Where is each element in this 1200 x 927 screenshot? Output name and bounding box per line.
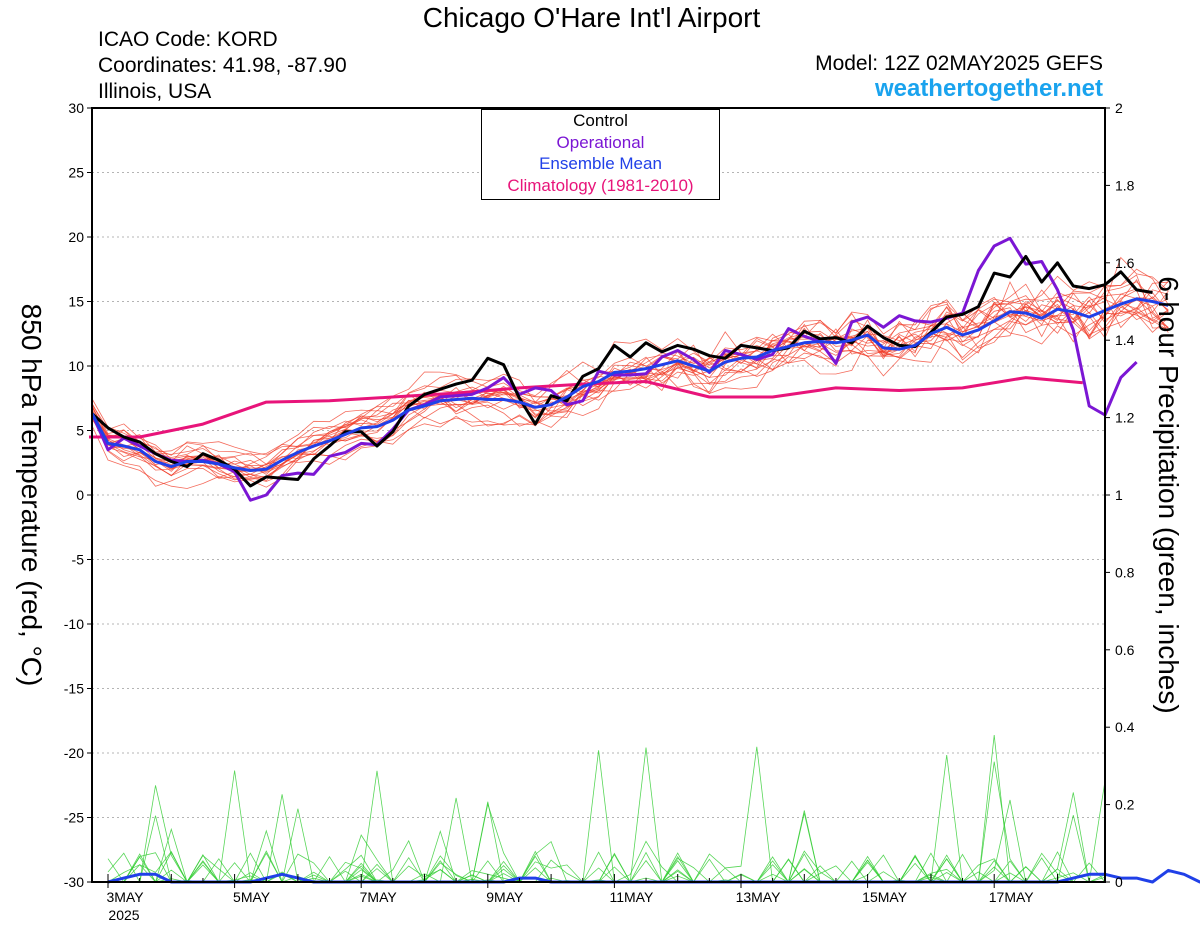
- y2-tick-label: 2: [1115, 100, 1123, 116]
- member-temperature-line: [91, 281, 1169, 456]
- x-tick-label: 3MAY: [106, 889, 144, 905]
- site-link[interactable]: weathertogether.net: [874, 75, 1103, 102]
- y-tick-label: -20: [64, 745, 84, 761]
- icao-code: ICAO Code: KORD: [98, 28, 278, 51]
- y-tick-label: 0: [76, 487, 84, 503]
- member-precipitation-line: [108, 750, 1105, 883]
- left-axis-label: 850 hPa Temperature (red, °C): [16, 303, 47, 687]
- legend: Control Operational Ensemble Mean Climat…: [481, 109, 720, 200]
- y2-tick-label: 1.8: [1115, 177, 1135, 193]
- y-tick-label: -10: [64, 616, 84, 632]
- member-temperature-line: [91, 296, 1169, 473]
- y-tick-label: 15: [68, 294, 84, 310]
- x-tick-label: 7MAY: [360, 889, 398, 905]
- member-temperature-line: [91, 303, 1169, 478]
- y-tick-label: 10: [68, 358, 84, 374]
- y2-tick-label: 0: [1115, 874, 1123, 890]
- model-run: Model: 12Z 02MAY2025 GEFS: [815, 52, 1103, 75]
- left-axis-ticks: 30 25 20 15 10 5 0 -5 -10 -15 -20 -25 -30: [64, 100, 92, 890]
- member-temperature-line: [91, 289, 1169, 477]
- x-tick-label: 5MAY: [233, 889, 271, 905]
- x-tick-year: 2025: [108, 907, 139, 923]
- right-axis-ticks: 2 1.8 1.6 1.4 1.2 1 0.8 0.6 0.4 0.2 0: [1105, 100, 1135, 890]
- legend-operational: Operational: [556, 132, 645, 152]
- member-temperature-line: [91, 280, 1169, 473]
- member-temperature-line: [91, 274, 1169, 482]
- y-tick-label: 5: [76, 423, 84, 439]
- y2-tick-label: 0.6: [1115, 642, 1135, 658]
- coordinates: Coordinates: 41.98, -87.90: [98, 54, 347, 77]
- chart-title: Chicago O'Hare Int'l Airport: [422, 2, 761, 33]
- legend-ensemble-mean: Ensemble Mean: [539, 154, 662, 173]
- x-tick-label: 11MAY: [609, 889, 653, 905]
- x-tick-label: 15MAY: [862, 889, 908, 905]
- region: Illinois, USA: [98, 80, 212, 103]
- y2-tick-label: 0.2: [1115, 797, 1135, 813]
- member-temperature-line: [91, 300, 1169, 469]
- right-axis-label: 6-hour Precipitation (green, inches): [1153, 276, 1184, 714]
- x-axis-ticks: 3MAY 2025 5MAY 7MAY 9MAY 11MAY 13MAY 15MAY 17MAY: [106, 874, 1090, 923]
- gridlines: [92, 172, 1105, 818]
- y2-tick-label: 0.4: [1115, 719, 1135, 735]
- y-tick-label: -30: [64, 874, 84, 890]
- y2-tick-label: 1: [1115, 487, 1123, 503]
- member-temperature-line: [91, 268, 1169, 458]
- ensemble-mean-line: [90, 297, 1169, 472]
- y-tick-label: 30: [68, 100, 84, 116]
- y-tick-label: 20: [68, 229, 84, 245]
- member-temperature-line: [91, 305, 1169, 487]
- member-precipitation-line: [108, 839, 1105, 883]
- y-tick-label: -25: [64, 810, 84, 826]
- y-tick-label: -15: [64, 681, 84, 697]
- member-temperature-line: [91, 306, 1169, 478]
- main-series-lines: [89, 236, 1200, 884]
- legend-control: Control: [573, 111, 628, 130]
- climatology-line: [89, 376, 1083, 439]
- legend-climatology: Climatology (1981-2010): [507, 175, 694, 195]
- ensemble-member-precipitation-lines: [107, 735, 1106, 884]
- y2-tick-label: 1.2: [1115, 410, 1135, 426]
- member-precipitation-line: [108, 761, 1105, 884]
- x-tick-label: 9MAY: [486, 889, 524, 905]
- y2-tick-label: 1.4: [1115, 332, 1135, 348]
- y2-tick-label: 1.6: [1115, 255, 1135, 271]
- x-tick-label: 17MAY: [989, 889, 1035, 905]
- y-tick-label: -5: [72, 552, 85, 568]
- control-line: [91, 254, 1153, 488]
- y-tick-label: 25: [68, 165, 84, 181]
- member-temperature-line: [91, 295, 1169, 472]
- x-tick-label: 13MAY: [736, 889, 782, 905]
- y2-tick-label: 0.8: [1115, 564, 1135, 580]
- ensemble-member-temperature-lines: [91, 256, 1169, 489]
